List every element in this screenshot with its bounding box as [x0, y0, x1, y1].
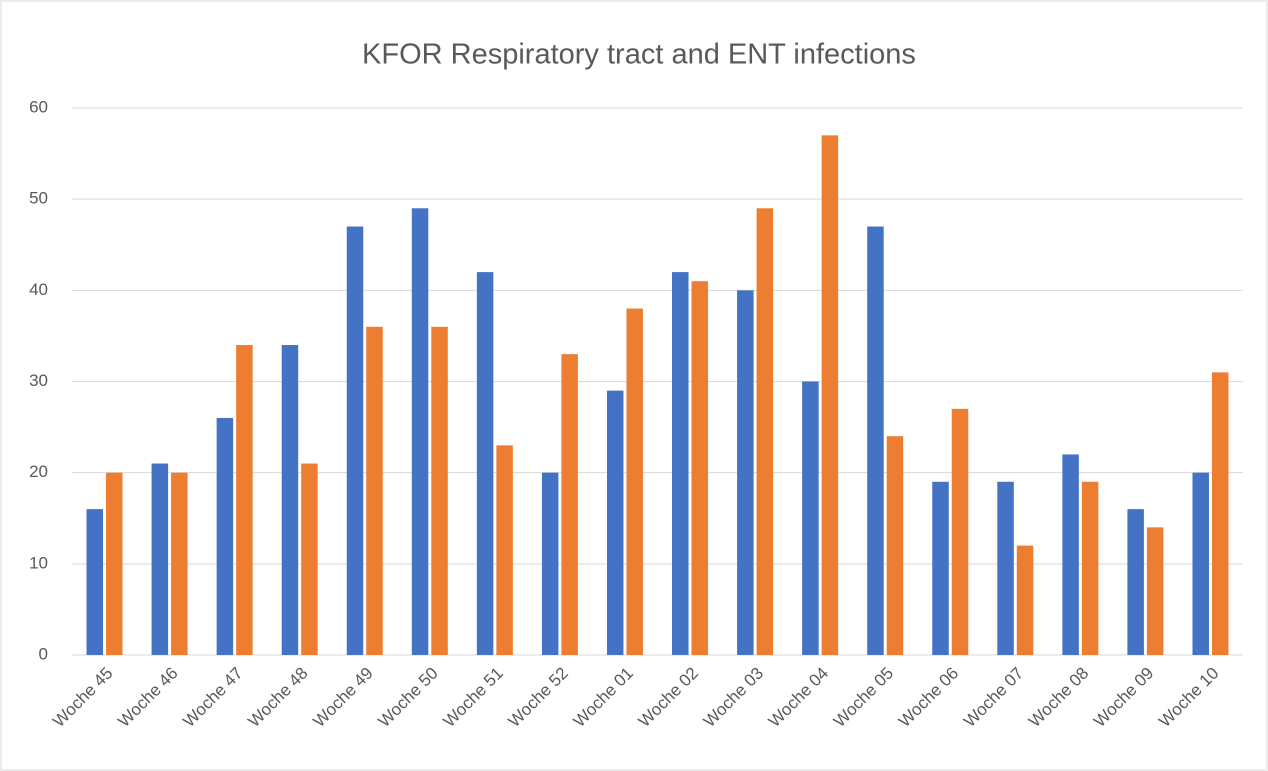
bar: [867, 226, 884, 655]
bar: [411, 208, 429, 656]
bar: [346, 226, 364, 655]
bar: [1081, 481, 1099, 655]
bar: [496, 445, 513, 655]
bar: [1062, 454, 1079, 655]
bar: [672, 272, 689, 655]
bar: [1146, 527, 1164, 655]
chart-title: KFOR Respiratory tract and ENT infection…: [362, 39, 916, 71]
y-tick-label: 50: [29, 189, 48, 208]
y-tick-label: 20: [29, 462, 48, 481]
bar: [1016, 545, 1034, 655]
bar: [1211, 372, 1229, 655]
bar: [86, 509, 104, 655]
bar: [151, 463, 169, 655]
bar: [997, 481, 1014, 655]
bar: [756, 208, 774, 656]
bar: [281, 345, 299, 655]
bar: [932, 481, 949, 655]
bar: [951, 408, 969, 655]
bar: [821, 135, 839, 656]
bar: [106, 472, 123, 655]
y-tick-label: 0: [39, 644, 48, 663]
bar: [886, 436, 904, 655]
bar: [301, 463, 318, 655]
bar: [236, 345, 253, 655]
bar: [366, 326, 383, 655]
y-tick-label: 40: [29, 280, 48, 299]
bar: [1192, 472, 1209, 655]
bar: [626, 308, 643, 655]
bar: [476, 272, 494, 655]
bar: [802, 381, 819, 655]
bar: [1127, 509, 1144, 655]
bar: [431, 326, 448, 655]
bar: [561, 354, 578, 655]
bar: [737, 290, 754, 655]
y-tick-label: 30: [29, 371, 48, 390]
bar: [541, 472, 559, 655]
bar: [691, 281, 709, 655]
y-tick-label: 60: [29, 97, 48, 116]
bar: [606, 390, 624, 655]
bar: [171, 472, 188, 655]
bar: [216, 417, 234, 655]
y-tick-label: 10: [29, 553, 48, 572]
